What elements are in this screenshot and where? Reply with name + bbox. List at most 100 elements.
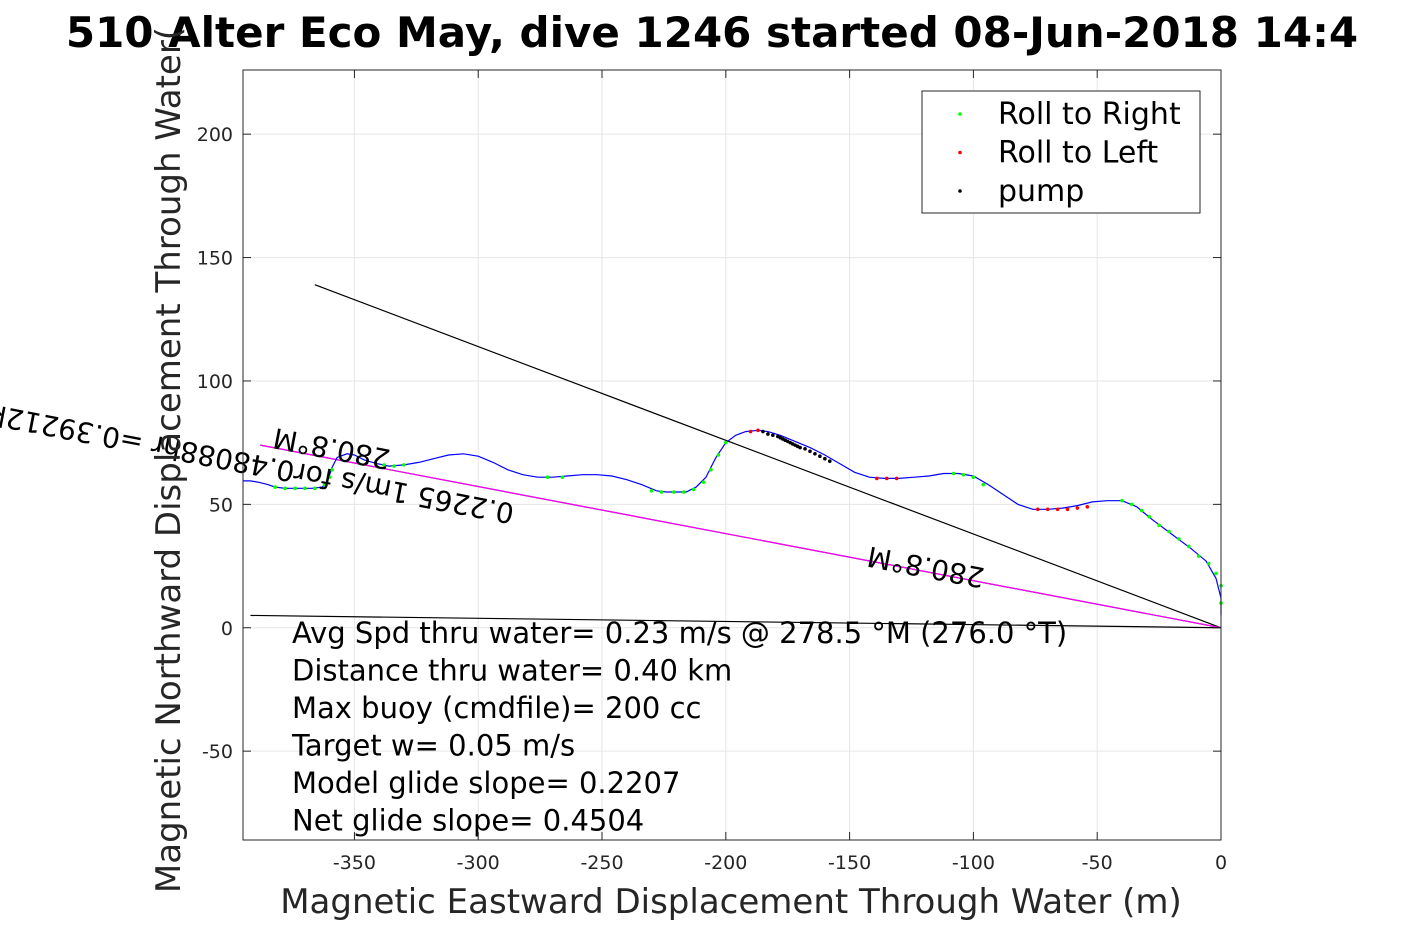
reference-line [260,444,1222,629]
roll-right-point [971,475,976,480]
roll-right-point [293,486,297,491]
roll-right-point [1196,554,1201,558]
legend-label: pump [998,174,1084,209]
reference-line [250,614,1222,629]
roll-left-point [1055,507,1060,512]
roll-left-point [884,476,889,481]
roll-right-point [322,482,327,487]
roll-right-point [545,475,550,480]
roll-right-point [716,453,721,457]
roll-right-point [701,480,706,484]
roll-left-point [1085,505,1090,509]
roll-left-point [1035,507,1040,512]
roll-right-point [981,482,986,487]
roll-right-point [1157,523,1161,528]
pump-point [813,451,817,456]
y-axis-label: Magnetic Northward Displacement Through … [149,27,189,893]
stats-block: Avg Spd thru water= 0.23 m/s @ 278.5 °M … [291,616,1067,838]
roll-right-point [1177,537,1181,541]
roll-right-point [672,490,676,494]
pump-point [828,459,832,463]
legend-marker [958,112,962,116]
x-tick-label: -250 [580,852,623,874]
legend-label: Roll to Left [998,136,1158,171]
roll-left-point [756,428,760,433]
roll-right-point [327,475,332,480]
legend-marker [958,189,962,193]
legend-marker [958,150,962,155]
roll-right-point [709,468,713,472]
reference-line [314,284,1222,629]
roll-right-point [1214,571,1218,576]
roll-right-point [1167,529,1171,534]
pump-point [808,449,812,454]
y-tick-label: 200 [197,124,233,146]
roll-left-point [748,429,753,434]
roll-right-point [560,475,565,480]
pump-point [766,432,770,436]
roll-left-point [1065,507,1070,512]
roll-right-point [724,440,728,445]
y-tick-label: 50 [209,494,233,516]
y-tick-label: 100 [197,371,233,393]
legend-box [921,90,1201,214]
pump-point [776,434,780,439]
roll-right-point [1139,508,1144,513]
roll-right-point [313,486,317,491]
y-tick-label: -50 [202,741,233,763]
roll-right-point [1120,498,1124,503]
x-tick-label: 0 [1215,852,1227,874]
roll-left-point [875,476,879,481]
stats-line: Max buoy (cmdfile)= 200 cc [292,691,701,725]
roll-right-point [392,464,396,468]
x-tick-label: -50 [1082,852,1113,874]
pump-point [803,447,807,451]
roll-right-point [1130,502,1134,507]
roll-right-point [1147,514,1151,519]
roll-right-point [1187,544,1191,549]
roll-right-point [691,487,696,492]
stats-line: Distance thru water= 0.40 km [292,654,732,688]
roll-left-point [894,476,899,481]
stats-line: Avg Spd thru water= 0.23 m/s @ 278.5 °M … [292,616,1067,650]
stats-line: Target w= 0.05 m/s [291,729,575,763]
roll-right-point [273,485,277,489]
roll-right-point [659,490,664,494]
x-tick-label: -300 [457,852,500,874]
x-axis-label: Magnetic Eastward Displacement Through W… [280,882,1182,922]
roll-left-point [1075,506,1080,510]
pump-point [823,456,827,461]
pump-point [818,454,822,459]
reference-lines [250,284,1222,629]
stats-line: Model glide slope= 0.2207 [292,766,680,800]
roll-right-point [303,486,307,491]
roll-right-point [402,463,406,467]
chart-title: 510 Alter Eco May, dive 1246 started 08-… [66,8,1358,57]
roll-right-point [681,490,686,494]
roll-left-point [1045,507,1050,512]
pump-point [771,433,775,438]
x-tick-label: -200 [704,852,747,874]
x-tick-label: -350 [333,852,376,874]
legend-label: Roll to Right [998,97,1181,132]
roll-right-point [961,472,966,477]
roll-right-point [283,486,287,491]
x-tick-label: -150 [828,852,871,874]
y-tick-label: 150 [197,248,233,270]
dive-track [243,429,1222,616]
x-tick-label: -100 [952,852,995,874]
axes-frame [242,69,1222,841]
pump-point [761,429,765,434]
roll-right-point [382,463,386,467]
roll-markers [273,428,1223,605]
roll-right-point [649,488,654,493]
roll-right-point [1206,561,1211,566]
stats-line: Net glide slope= 0.4504 [292,804,644,838]
roll-right-point [330,468,334,472]
roll-right-point [951,471,956,476]
track-line [243,429,1222,616]
axis-ticks: -350 -300 -250 -200 -150 -100 -50 0 -50 0 50 100 150… [197,70,1227,874]
y-tick-label: 0 [221,618,233,640]
